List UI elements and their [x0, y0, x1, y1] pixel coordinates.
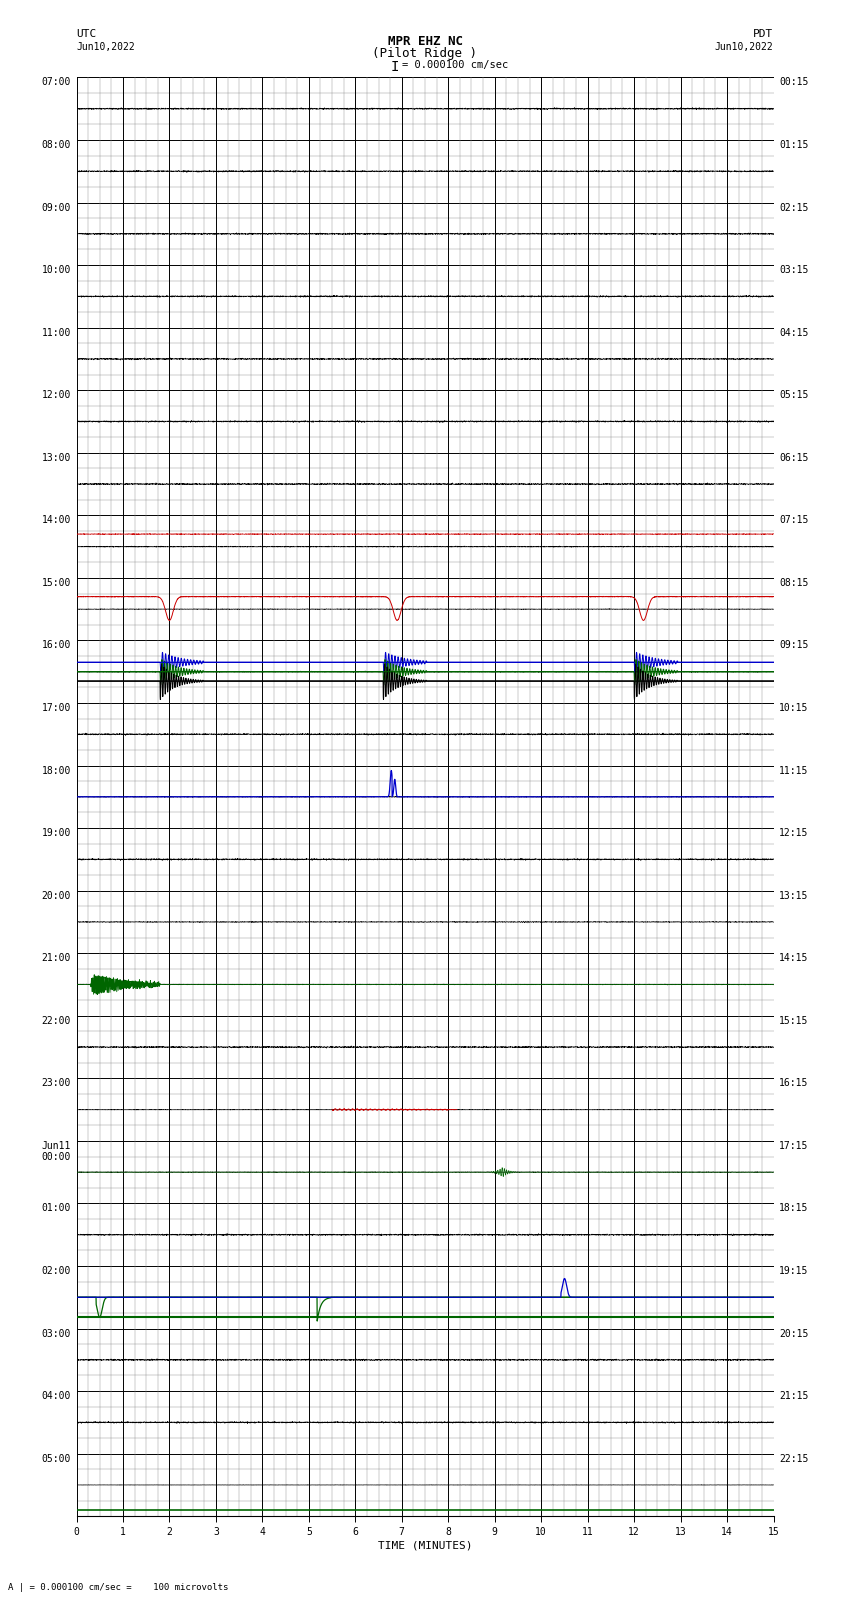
- Text: 08:00: 08:00: [42, 140, 71, 150]
- Text: = 0.000100 cm/sec: = 0.000100 cm/sec: [402, 60, 508, 69]
- Text: 09:00: 09:00: [42, 203, 71, 213]
- Text: 12:00: 12:00: [42, 390, 71, 400]
- Text: 15:00: 15:00: [42, 577, 71, 587]
- Text: PDT: PDT: [753, 29, 774, 39]
- Text: (Pilot Ridge ): (Pilot Ridge ): [372, 47, 478, 60]
- Text: 06:15: 06:15: [779, 453, 808, 463]
- Text: 08:15: 08:15: [779, 577, 808, 587]
- Text: 20:15: 20:15: [779, 1329, 808, 1339]
- Text: 21:15: 21:15: [779, 1390, 808, 1402]
- Text: 02:15: 02:15: [779, 203, 808, 213]
- Text: 22:00: 22:00: [42, 1016, 71, 1026]
- Text: 18:15: 18:15: [779, 1203, 808, 1213]
- Text: 01:15: 01:15: [779, 140, 808, 150]
- Text: 05:00: 05:00: [42, 1453, 71, 1463]
- Text: 10:15: 10:15: [779, 703, 808, 713]
- Text: MPR EHZ NC: MPR EHZ NC: [388, 35, 462, 48]
- Text: 09:15: 09:15: [779, 640, 808, 650]
- Text: 11:15: 11:15: [779, 766, 808, 776]
- Text: 13:00: 13:00: [42, 453, 71, 463]
- Text: 04:15: 04:15: [779, 327, 808, 337]
- Text: 14:15: 14:15: [779, 953, 808, 963]
- Text: 07:15: 07:15: [779, 515, 808, 526]
- X-axis label: TIME (MINUTES): TIME (MINUTES): [377, 1540, 473, 1550]
- Text: Jun10,2022: Jun10,2022: [76, 42, 135, 52]
- Text: 13:15: 13:15: [779, 890, 808, 900]
- Text: 17:00: 17:00: [42, 703, 71, 713]
- Text: 01:00: 01:00: [42, 1203, 71, 1213]
- Text: 00:15: 00:15: [779, 77, 808, 87]
- Text: 02:00: 02:00: [42, 1266, 71, 1276]
- Text: 21:00: 21:00: [42, 953, 71, 963]
- Text: 22:15: 22:15: [779, 1453, 808, 1463]
- Text: 16:15: 16:15: [779, 1079, 808, 1089]
- Text: A | = 0.000100 cm/sec =    100 microvolts: A | = 0.000100 cm/sec = 100 microvolts: [8, 1582, 229, 1592]
- Text: 19:15: 19:15: [779, 1266, 808, 1276]
- Text: 07:00: 07:00: [42, 77, 71, 87]
- Text: 10:00: 10:00: [42, 265, 71, 276]
- Text: I: I: [391, 60, 399, 74]
- Text: 19:00: 19:00: [42, 827, 71, 839]
- Text: 04:00: 04:00: [42, 1390, 71, 1402]
- Text: UTC: UTC: [76, 29, 97, 39]
- Text: 18:00: 18:00: [42, 766, 71, 776]
- Text: 15:15: 15:15: [779, 1016, 808, 1026]
- Text: 12:15: 12:15: [779, 827, 808, 839]
- Text: Jun11
00:00: Jun11 00:00: [42, 1140, 71, 1163]
- Text: 17:15: 17:15: [779, 1140, 808, 1152]
- Text: 23:00: 23:00: [42, 1079, 71, 1089]
- Text: 14:00: 14:00: [42, 515, 71, 526]
- Text: 05:15: 05:15: [779, 390, 808, 400]
- Text: 03:15: 03:15: [779, 265, 808, 276]
- Text: 11:00: 11:00: [42, 327, 71, 337]
- Text: 03:00: 03:00: [42, 1329, 71, 1339]
- Text: 20:00: 20:00: [42, 890, 71, 900]
- Text: Jun10,2022: Jun10,2022: [715, 42, 774, 52]
- Text: 16:00: 16:00: [42, 640, 71, 650]
